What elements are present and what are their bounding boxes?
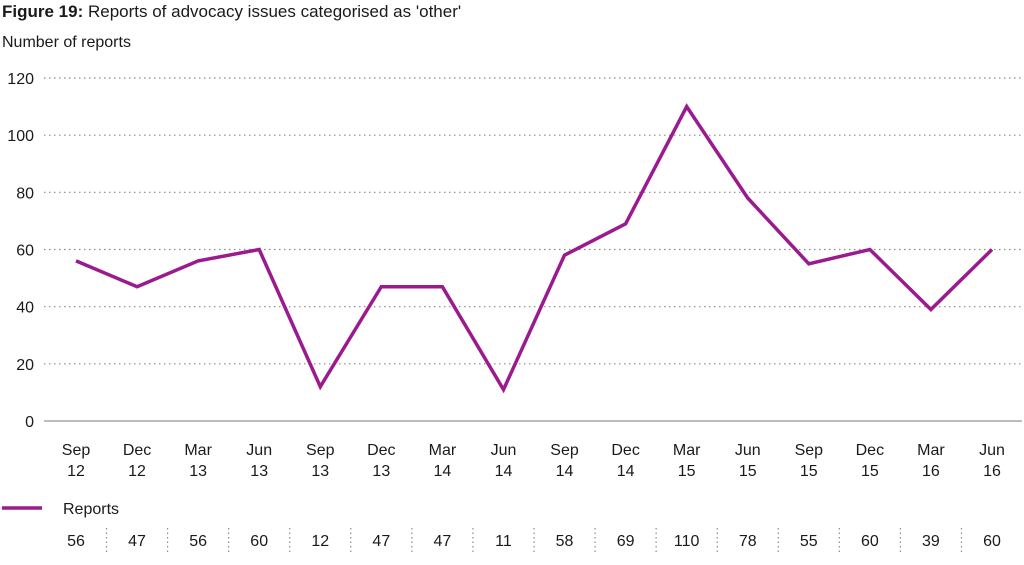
x-tick-label: Jun 15 (735, 442, 761, 480)
y-tick-label: 20 (16, 357, 34, 374)
y-tick-label: 40 (16, 300, 34, 317)
chart-title: Figure 19: Reports of advocacy issues ca… (2, 2, 461, 22)
y-axis-label: Number of reports (2, 34, 131, 51)
data-value-label: 39 (922, 533, 940, 550)
y-tick-label: 0 (25, 414, 34, 431)
y-tick-label: 60 (16, 243, 34, 260)
data-value-label: 69 (617, 533, 635, 550)
x-tick-label: Sep 14 (550, 442, 579, 480)
data-value-label: 58 (556, 533, 574, 550)
figure-number: Figure 19: (2, 2, 84, 21)
y-tick-label: 120 (7, 71, 34, 88)
x-tick-label: Dec 12 (123, 442, 151, 480)
data-value-label: 56 (189, 533, 207, 550)
legend-label-reports: Reports (63, 501, 119, 518)
x-tick-label: Mar 16 (917, 442, 945, 480)
data-value-label: 110 (674, 533, 700, 550)
x-tick-label: Jun 13 (246, 442, 272, 480)
x-tick-label: Jun 14 (491, 442, 517, 480)
data-value-label: 11 (495, 533, 512, 550)
x-tick-label: Mar 15 (673, 442, 701, 480)
data-value-label: 47 (372, 533, 390, 550)
y-tick-label: 100 (7, 128, 34, 145)
x-tick-label: Dec 14 (611, 442, 639, 480)
x-tick-label: Sep 15 (795, 442, 824, 480)
x-tick-label: Mar 14 (429, 442, 457, 480)
x-tick-label: Sep 13 (306, 442, 335, 480)
data-value-label: 60 (983, 533, 1001, 550)
y-tick-label: 80 (16, 185, 34, 202)
data-value-label: 60 (861, 533, 879, 550)
series-line-reports (75, 103, 994, 394)
x-tick-label: Dec 13 (367, 442, 395, 480)
figure-title-text: Reports of advocacy issues categorised a… (83, 2, 462, 21)
x-tick-label: Dec 15 (856, 442, 884, 480)
x-tick-label: Sep 12 (62, 442, 91, 480)
data-value-label: 78 (739, 533, 757, 550)
x-tick-label: Mar 13 (184, 442, 212, 480)
data-value-label: 55 (800, 533, 818, 550)
data-value-label: 60 (250, 533, 268, 550)
data-value-label: 12 (311, 533, 329, 550)
x-tick-label: Jun 16 (979, 442, 1005, 480)
data-value-label: 47 (128, 533, 146, 550)
data-value-label: 47 (434, 533, 452, 550)
data-value-label: 56 (67, 533, 85, 550)
